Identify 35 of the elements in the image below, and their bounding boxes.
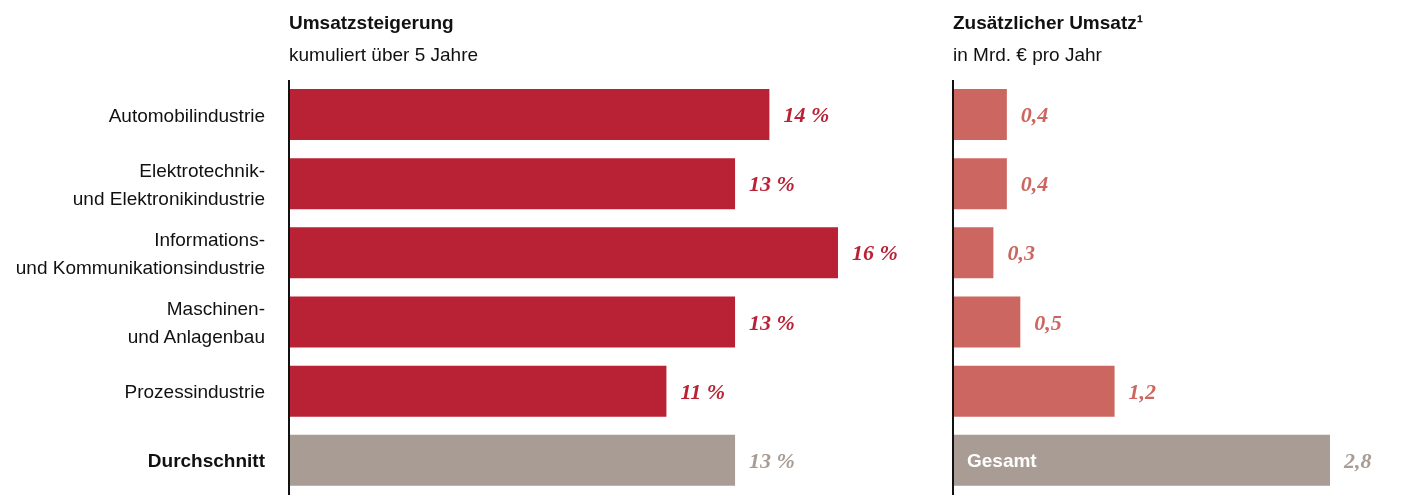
chart-subtitle: kumuliert über 5 Jahre — [289, 44, 479, 66]
data-label: 0,5 — [1034, 309, 1062, 335]
data-label: 13 % — [749, 171, 795, 197]
y-tick-label: Automobilindustrie — [108, 104, 265, 126]
y-tick-label: Durchschnitt — [147, 449, 266, 471]
bar — [289, 227, 838, 279]
bar — [289, 434, 736, 486]
y-tick-label: Maschinen- und Anlagenbau — [127, 297, 265, 347]
data-label: 0,3 — [1007, 240, 1035, 266]
data-label: 0,4 — [1020, 102, 1049, 127]
chart-title: Zusätzlicher Umsatz¹ — [953, 12, 1144, 34]
y-tick-label: Informations- und Kommunikationsindustrie — [15, 228, 265, 278]
bar — [953, 89, 1007, 140]
bar — [289, 158, 736, 210]
bar — [953, 296, 1021, 348]
bar — [953, 365, 1115, 417]
data-label: 14 % — [783, 102, 830, 127]
bar — [953, 227, 994, 279]
y-tick-label: Prozessindustrie — [124, 380, 265, 402]
bar — [953, 434, 1330, 486]
chart-subtitle: in Mrd. € pro Jahr — [953, 44, 1102, 66]
data-label: 0,4 — [1020, 171, 1049, 197]
data-label: 2,8 — [1343, 447, 1372, 473]
bar — [289, 296, 736, 348]
bar — [289, 365, 667, 417]
y-tick-label: Elektrotechnik- und Elektronikindustrie — [72, 159, 265, 209]
data-label: 13 % — [749, 309, 795, 335]
data-label: 1,2 — [1128, 378, 1157, 404]
bar — [953, 158, 1007, 210]
y-tick-label: Gesamt — [967, 449, 1038, 471]
chart-title: Umsatzsteigerung — [289, 12, 454, 34]
data-label: 11 % — [680, 378, 726, 404]
bar — [289, 89, 770, 140]
data-label: 16 % — [852, 240, 898, 266]
data-label: 13 % — [749, 447, 795, 473]
